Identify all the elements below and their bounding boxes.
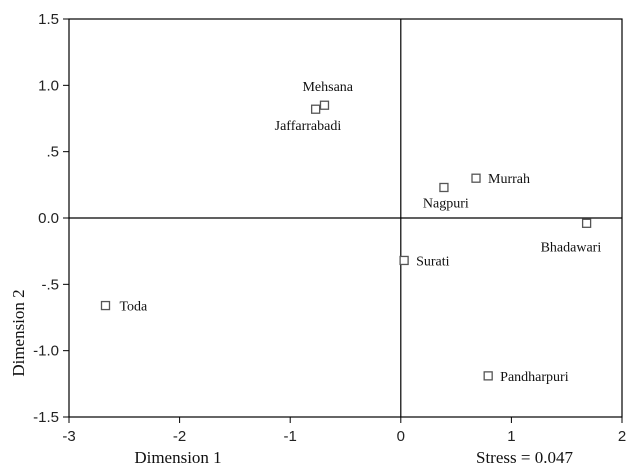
x-tick-label: 2 <box>618 428 626 445</box>
stress-annotation: Stress = 0.047 <box>476 448 573 467</box>
point-marker <box>471 173 481 183</box>
point-marker <box>581 218 592 228</box>
point-marker <box>483 371 493 381</box>
point-marker <box>310 104 321 114</box>
y-axis-title: Dimension 2 <box>9 289 28 376</box>
y-tick-label: -1.5 <box>33 409 59 426</box>
x-tick-label: 1 <box>507 428 515 445</box>
point-label: Murrah <box>488 172 530 187</box>
y-tick-label: .5 <box>46 144 59 161</box>
data-points: Mehsana Jaffarrabadi Murrah Nagpuri Bhadawar… <box>100 80 602 385</box>
point-marker <box>319 100 330 110</box>
x-axis-title: Dimension 1 <box>134 448 221 467</box>
x-tick-label: -2 <box>173 428 186 445</box>
point-label: Mehsana <box>302 80 353 95</box>
x-tick-label: -3 <box>62 428 75 445</box>
point-label: Bhadawari <box>541 240 602 255</box>
point-marker <box>399 255 409 266</box>
y-tick-label: 0.0 <box>38 210 59 227</box>
point-label: Surati <box>416 254 450 269</box>
y-tick-label: 1.5 <box>38 11 59 28</box>
x-tick-label: -1 <box>284 428 297 445</box>
point-label: Nagpuri <box>423 196 469 211</box>
y-tick-label: -.5 <box>41 276 59 293</box>
point-label: Pandharpuri <box>500 370 569 385</box>
y-axis-ticks: 1.5 1.0 .5 0.0 -.5 -1.0 -1.5 <box>33 11 69 426</box>
y-tick-label: 1.0 <box>38 77 59 94</box>
y-tick-label: -1.0 <box>33 343 59 360</box>
point-marker <box>100 300 111 311</box>
reference-lines <box>69 19 622 417</box>
point-marker <box>439 182 449 193</box>
x-tick-label: 0 <box>397 428 405 445</box>
point-label: Jaffarrabadi <box>275 119 342 134</box>
x-axis-ticks: -3 -2 -1 0 1 2 <box>62 417 626 445</box>
point-label: Toda <box>119 300 148 315</box>
